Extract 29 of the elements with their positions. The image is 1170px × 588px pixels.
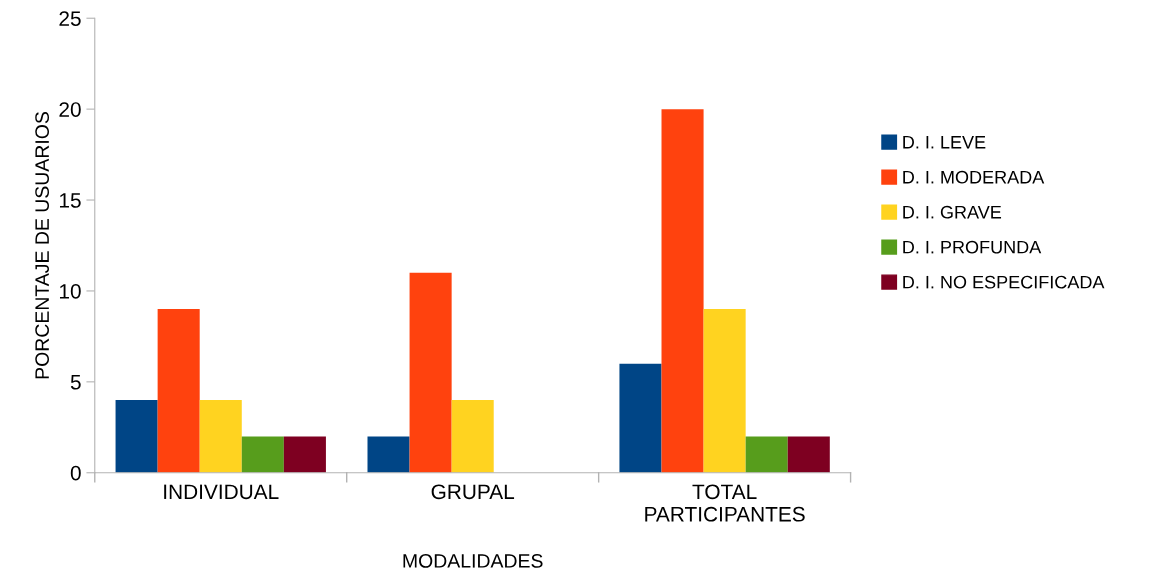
y-tick-label: 25 [59, 11, 81, 26]
x-tick-label: INDIVIDUAL [164, 484, 279, 500]
bar [619, 363, 662, 473]
y-tick-label: 5 [70, 375, 81, 390]
bar [367, 436, 410, 473]
legend-label: D. I. LEVE [903, 136, 986, 149]
legend-label: D. I. PROFUNDA [903, 240, 1042, 254]
y-tick-label: 0 [70, 465, 81, 481]
legend-label: D. I. NO ESPECIFICADA [903, 275, 1105, 289]
y-axis-title: PORCENTAJE DE USUARIOS [35, 112, 50, 379]
bar [787, 436, 830, 473]
x-tick-label: TOTAL PARTICIPANTES [645, 484, 805, 522]
legend-label: D. I. GRAVE [903, 205, 1002, 219]
legend-label: D. I. MODERADA [903, 170, 1045, 184]
bar [451, 400, 494, 473]
y-tick-label: 20 [59, 102, 81, 117]
bar [409, 272, 452, 473]
bar [661, 109, 704, 473]
bar [199, 400, 242, 473]
bar [241, 436, 284, 473]
bar [745, 436, 788, 473]
bar [283, 436, 326, 473]
bar [115, 400, 158, 473]
x-axis-title: MODALIDADES [403, 554, 543, 568]
y-tick-label: 15 [59, 193, 81, 208]
x-tick-label: GRUPAL [431, 484, 515, 500]
y-tick-label: 10 [59, 283, 81, 299]
bar [157, 309, 200, 473]
bar [703, 309, 746, 473]
